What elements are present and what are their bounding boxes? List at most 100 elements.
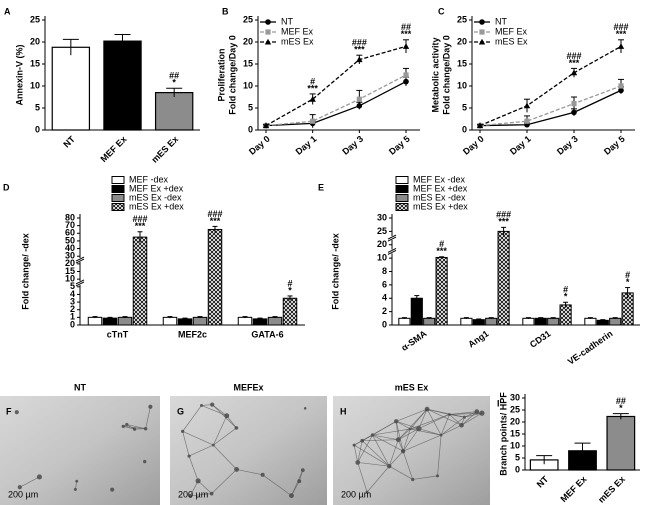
cell-network: [262, 474, 292, 496]
y-tick-label: 0: [35, 124, 40, 134]
y-tick-label: 25: [377, 226, 387, 236]
axis-break-mark: [387, 247, 397, 253]
y-tick-label: 10: [243, 80, 253, 90]
y-tick-label: 0: [462, 124, 467, 134]
annotation: ###: [566, 51, 581, 61]
cell-network: [357, 462, 390, 467]
legend-swatch: [111, 203, 125, 211]
cell-network: [201, 405, 227, 417]
panel-letter: I: [497, 398, 500, 408]
bar: [252, 318, 268, 326]
series-line: [479, 89, 622, 127]
point: [571, 109, 577, 116]
annotation: ##: [401, 22, 411, 32]
annotation: ###: [613, 22, 628, 32]
x-tick-label: Day 5: [387, 134, 412, 157]
annotation: #: [439, 239, 444, 249]
legend-label: MEF Ex +dex: [413, 183, 468, 193]
axis-break-mark: [75, 281, 85, 287]
cell-network: [395, 421, 404, 452]
cell-cluster: [303, 407, 307, 410]
annotation: ***: [307, 83, 318, 93]
cell-network: [211, 469, 237, 494]
bar: [485, 317, 498, 326]
point: [310, 118, 316, 124]
y-tick-label: 15: [243, 58, 253, 68]
point: [309, 95, 316, 102]
y-tick-label: 10: [510, 440, 520, 450]
x-tick-label: Day 0: [461, 134, 486, 157]
panel-letter: H: [340, 406, 347, 416]
y-tick-label: 5: [248, 102, 253, 112]
x-tick-label: Day 1: [294, 134, 319, 157]
y-tick-label: 30: [510, 392, 520, 402]
y-tick-label: 20: [510, 416, 520, 426]
axis-break: [388, 249, 396, 254]
legend-label: NT: [495, 16, 507, 26]
legend-swatch: [395, 185, 409, 193]
x-tick-label: CD31: [528, 328, 553, 349]
legend-label: mES Ex: [495, 36, 528, 46]
annotation: *: [288, 285, 292, 295]
y-tick-label: 20: [30, 36, 40, 46]
cell-network: [372, 428, 411, 436]
y-tick-label: 70: [65, 220, 75, 230]
cell-network: [402, 451, 414, 480]
y-tick-label: 2: [70, 304, 75, 314]
bar: [207, 228, 223, 326]
bar: [606, 415, 636, 471]
cell-network: [357, 462, 368, 493]
x-tick-label: Day 1: [508, 134, 533, 157]
legend-marker: [265, 29, 271, 35]
x-tick-label: Day 5: [602, 134, 627, 157]
legend-marker: [478, 38, 486, 45]
annotation: ***: [210, 216, 221, 226]
axis-break-mark: [75, 279, 85, 285]
cell-network: [291, 481, 300, 496]
bar: [609, 317, 622, 326]
x-tick-label: Day 3: [340, 134, 365, 157]
annotation: *: [564, 292, 568, 302]
point: [570, 69, 578, 76]
cell-network: [440, 414, 450, 436]
cell-network: [449, 414, 462, 426]
y-tick-label: 0: [382, 319, 387, 329]
point: [618, 83, 624, 89]
y-tick-label: 0: [70, 319, 75, 329]
cell-cluster: [143, 459, 147, 464]
x-tick-label: MEF Ex: [559, 474, 589, 504]
panel-title: NT: [74, 382, 86, 392]
cell-network: [410, 428, 442, 436]
annotation: ##: [169, 71, 179, 81]
cell-cluster: [187, 454, 191, 458]
cell-network: [388, 439, 399, 467]
legend-swatch: [395, 203, 409, 211]
scale-label: 200 µm: [8, 489, 38, 499]
cell-network: [389, 450, 404, 467]
axis-break-mark: [387, 249, 397, 255]
bar: [132, 236, 148, 326]
legend-label: MEF Ex: [281, 26, 314, 36]
cell-network: [190, 493, 212, 497]
y-axis-label: Proliferation: [216, 48, 226, 101]
y-axis-label: Fold change/Day 0: [441, 35, 451, 115]
cell-cluster: [424, 406, 430, 412]
y-tick-label: 15: [30, 58, 40, 68]
bar: [398, 317, 411, 326]
legend-marker: [479, 19, 485, 25]
legend-label: mES Ex -dex: [129, 192, 182, 202]
series-line: [265, 81, 407, 127]
legend-label: mES Ex: [281, 36, 314, 46]
cell-network: [353, 444, 390, 467]
annotation: *: [619, 403, 623, 413]
bar: [596, 319, 609, 326]
y-tick-label: 3: [70, 296, 75, 306]
y-tick-label: 5: [35, 102, 40, 112]
y-tick-label: 20: [65, 258, 75, 268]
x-tick-label: GATA-6: [251, 329, 283, 339]
bar: [154, 91, 194, 131]
bar: [162, 316, 178, 326]
cell-network: [396, 408, 428, 422]
legend-label: MEF Ex +dex: [129, 183, 184, 193]
y-tick-label: 1: [70, 312, 75, 322]
